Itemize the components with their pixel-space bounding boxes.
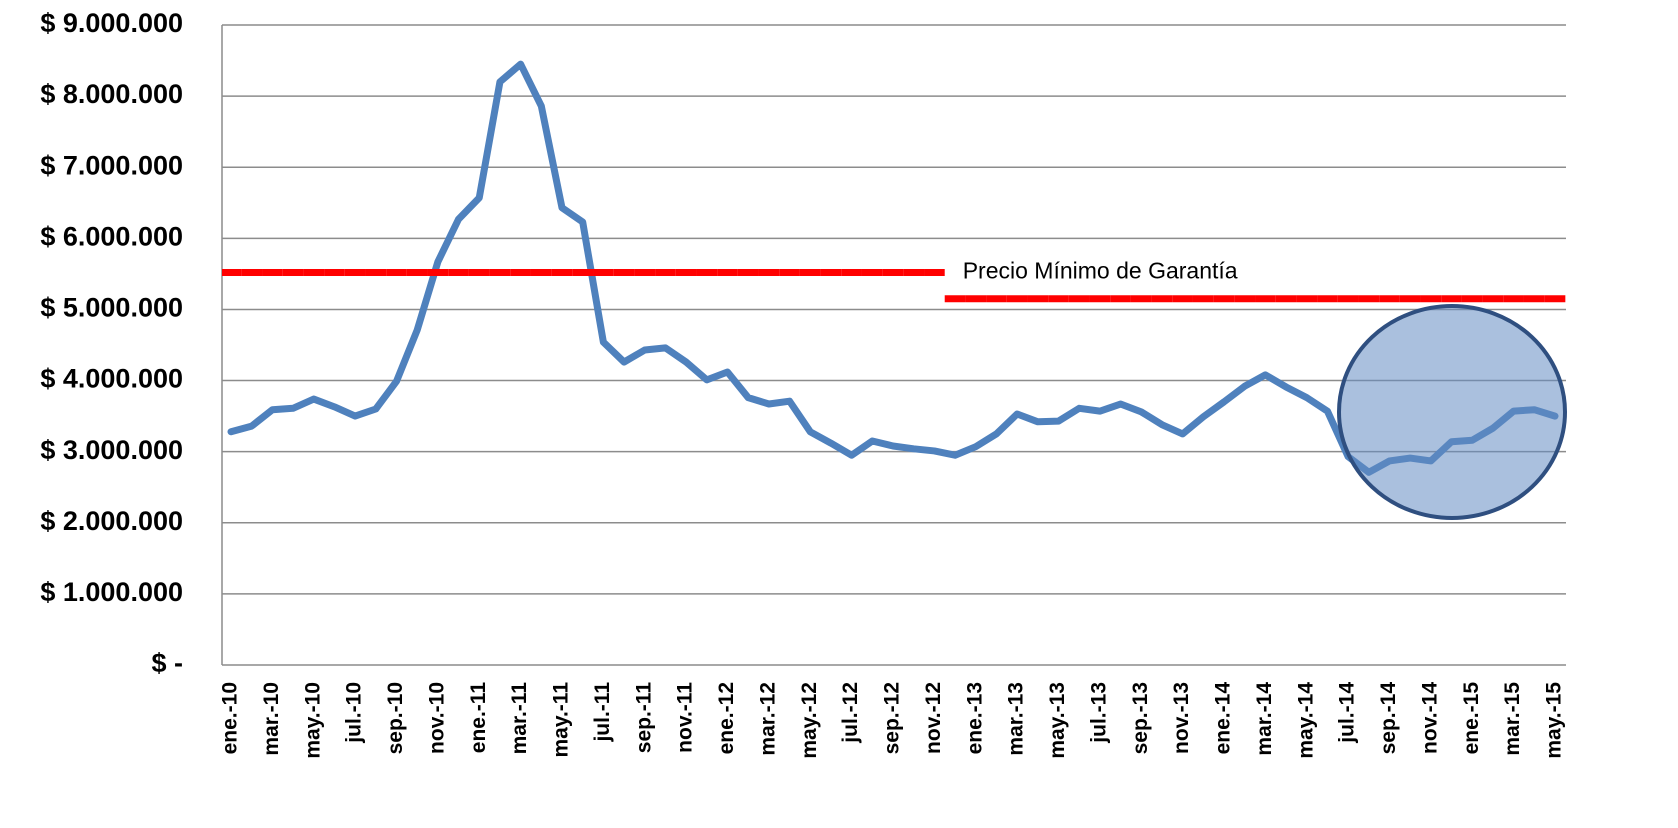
x-tick-label: sep.-12 <box>881 682 904 754</box>
y-tick-label: $ 4.000.000 <box>40 364 183 394</box>
x-tick-label: sep.-14 <box>1377 682 1400 755</box>
x-tick-label: may.-15 <box>1543 682 1566 759</box>
x-tick-label: ene.-15 <box>1460 682 1483 755</box>
x-tick-label: may.-10 <box>301 682 324 759</box>
x-tick-label: jul.-12 <box>839 682 862 744</box>
x-tick-label: may.-13 <box>1046 682 1069 759</box>
y-tick-label: $ 1.000.000 <box>40 577 183 607</box>
x-tick-label: mar.-12 <box>756 682 779 756</box>
x-tick-label: ene.-13 <box>963 682 986 754</box>
y-tick-label: $ 9.000.000 <box>40 8 183 38</box>
x-tick-label: nov.-13 <box>1170 682 1193 754</box>
y-tick-label: $ - <box>151 648 183 678</box>
labels: $ - $ 1.000.000 $ 2.000.000 $ 3.000.000 $ 4.… <box>40 8 1565 759</box>
x-tick-label: ene.-12 <box>715 682 738 754</box>
x-tick-label: sep.-11 <box>632 682 655 754</box>
y-tick-label: $ 8.000.000 <box>40 79 183 109</box>
x-tick-label: jul.-13 <box>1087 682 1110 744</box>
plot <box>222 60 1566 476</box>
x-tick-label: nov.-11 <box>674 682 697 753</box>
x-tick-label: ene.-11 <box>467 682 490 754</box>
y-tick-label: $ 5.000.000 <box>40 293 183 323</box>
x-tick-label: may.-11 <box>550 682 573 758</box>
x-tick-label: mar.-15 <box>1501 682 1524 756</box>
highlight-circle <box>1337 304 1567 520</box>
data-line <box>227 60 1559 476</box>
y-tick-label: $ 7.000.000 <box>40 150 183 180</box>
x-tick-label: jul.-14 <box>1336 682 1359 744</box>
x-tick-label: jul.-10 <box>343 682 366 744</box>
x-tick-label: mar.-13 <box>1005 682 1028 756</box>
x-tick-label: may.-12 <box>798 682 821 759</box>
x-tick-label: nov.-14 <box>1418 682 1441 754</box>
x-tick-label: mar.-10 <box>260 682 283 756</box>
y-tick-label: $ 6.000.000 <box>40 221 183 251</box>
x-tick-label: nov.-10 <box>425 682 448 754</box>
annotation: Precio Mínimo de Garantía <box>963 258 1238 284</box>
x-tick-label: sep.-10 <box>384 682 407 754</box>
x-tick-label: nov.-12 <box>922 682 945 754</box>
y-tick-label: $ 3.000.000 <box>40 435 183 465</box>
x-tick-label: mar.-11 <box>508 682 531 755</box>
x-tick-label: sep.-13 <box>1129 682 1152 754</box>
y-tick-label: $ 2.000.000 <box>40 506 183 536</box>
x-tick-label: ene.-14 <box>1212 682 1235 755</box>
x-tick-label: ene.-10 <box>219 682 242 754</box>
x-tick-label: may.-14 <box>1294 682 1317 759</box>
x-tick-label: jul.-11 <box>591 682 614 743</box>
x-tick-label: mar.-14 <box>1253 682 1276 756</box>
